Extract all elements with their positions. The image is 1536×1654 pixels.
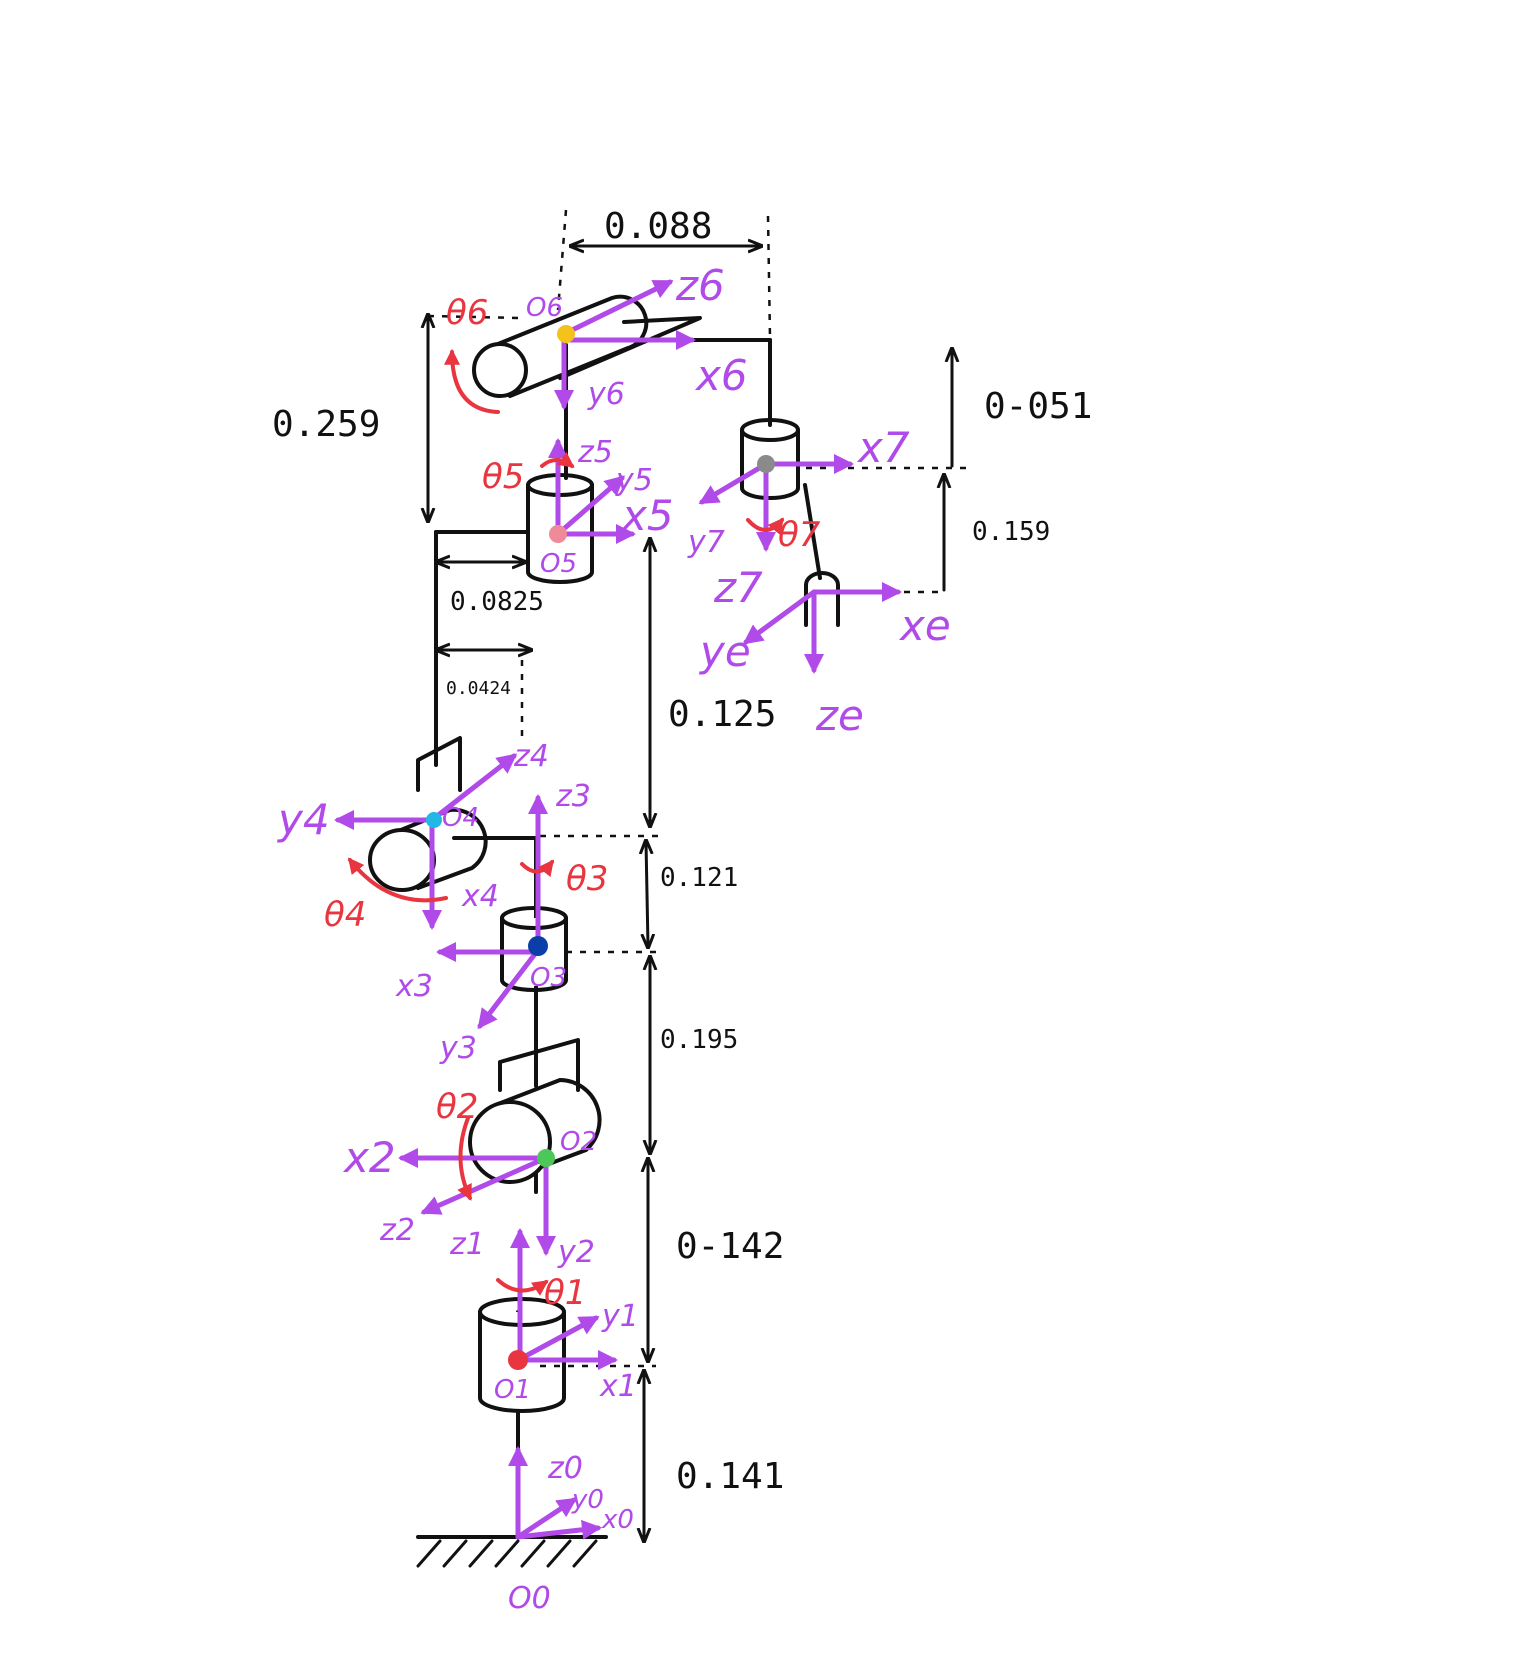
axes-frame-6 xyxy=(554,279,696,410)
label-z5: z5 xyxy=(577,435,613,470)
joint-4-cylinder xyxy=(368,736,488,892)
dim-label-0-125: 0.125 xyxy=(668,694,776,735)
label-z2: z2 xyxy=(379,1213,415,1248)
label-y2: y2 xyxy=(557,1235,595,1270)
dim-label-0-121: 0.121 xyxy=(660,863,738,893)
label-z4: z4 xyxy=(513,739,549,774)
label-theta-1: θ1 xyxy=(544,1273,586,1313)
label-x2: x2 xyxy=(342,1133,396,1182)
axes-frame-7 xyxy=(698,454,854,552)
label-y6: y6 xyxy=(587,377,625,412)
label-origin-6: O6 xyxy=(526,293,563,323)
rotation-arrows xyxy=(347,348,785,1296)
label-xe: xe xyxy=(898,601,951,650)
label-x5: x5 xyxy=(620,491,674,540)
joint-7-cylinder xyxy=(740,418,800,500)
dim-label-0-051: 0-051 xyxy=(984,386,1092,427)
dim-label-0-0424: 0.0424 xyxy=(446,678,511,699)
joint-2-origin-dot xyxy=(537,1149,555,1167)
label-x4: x4 xyxy=(461,879,499,914)
label-origin-4: O4 xyxy=(442,803,479,833)
label-theta-6: θ6 xyxy=(446,293,488,333)
dim-label-0-195: 0.195 xyxy=(660,1025,738,1055)
label-z6: z6 xyxy=(675,261,725,310)
dim-label-0-141: 0.141 xyxy=(676,1456,784,1497)
label-theta-7: θ7 xyxy=(778,515,821,555)
label-theta-3: θ3 xyxy=(566,859,608,899)
joint-6-cylinder xyxy=(472,294,702,398)
label-origin-3: O3 xyxy=(530,963,567,993)
label-theta-2: θ2 xyxy=(436,1087,478,1127)
dim-label-0-0825: 0.0825 xyxy=(450,587,544,617)
label-x7: x7 xyxy=(856,423,910,472)
label-x0: x0 xyxy=(601,1505,634,1535)
joint-5-origin-dot xyxy=(549,525,567,543)
axes-base xyxy=(508,1446,602,1540)
axes-frame-2 xyxy=(398,1148,556,1256)
end-effector-gripper xyxy=(804,571,840,627)
label-ze: ze xyxy=(815,691,864,740)
label-y0: y0 xyxy=(571,1485,604,1515)
label-x1: x1 xyxy=(599,1369,637,1404)
joint-6-origin-dot xyxy=(557,325,575,343)
label-z7: z7 xyxy=(713,563,763,612)
label-x3: x3 xyxy=(395,969,433,1004)
axes-frame-1 xyxy=(510,1228,618,1370)
joint-3-origin-dot xyxy=(528,936,548,956)
label-origin-2: O2 xyxy=(560,1127,597,1157)
dim-label-0-142: 0-142 xyxy=(676,1226,784,1267)
label-y1: y1 xyxy=(601,1299,639,1334)
label-theta-4: θ4 xyxy=(324,895,366,935)
ground xyxy=(416,1535,608,1568)
axes-frame-e xyxy=(742,582,902,674)
label-y5: y5 xyxy=(615,463,653,498)
label-y4: y4 xyxy=(276,795,330,844)
label-origin-0: O0 xyxy=(508,1581,551,1616)
label-origin-1: O1 xyxy=(494,1375,531,1405)
axes-frame-4 xyxy=(334,753,518,930)
label-y7: y7 xyxy=(687,525,725,560)
label-z1: z1 xyxy=(449,1227,485,1262)
label-ye: ye xyxy=(698,627,751,676)
joint-4-origin-dot xyxy=(426,812,442,828)
joint-7-origin-dot xyxy=(757,455,775,473)
dim-label-0-259: 0.259 xyxy=(272,404,380,445)
dim-label-0-159: 0.159 xyxy=(972,517,1050,547)
dim-label-0-088: 0.088 xyxy=(604,206,712,247)
dimension-lines xyxy=(428,209,966,1540)
joint-2-cylinder xyxy=(468,1038,602,1184)
joint-1-origin-dot xyxy=(508,1350,528,1370)
label-z3: z3 xyxy=(555,779,591,814)
label-x6: x6 xyxy=(694,351,748,400)
label-z0: z0 xyxy=(547,1451,583,1486)
label-y3: y3 xyxy=(439,1031,477,1066)
label-theta-5: θ5 xyxy=(482,457,524,497)
label-origin-5: O5 xyxy=(540,549,577,579)
